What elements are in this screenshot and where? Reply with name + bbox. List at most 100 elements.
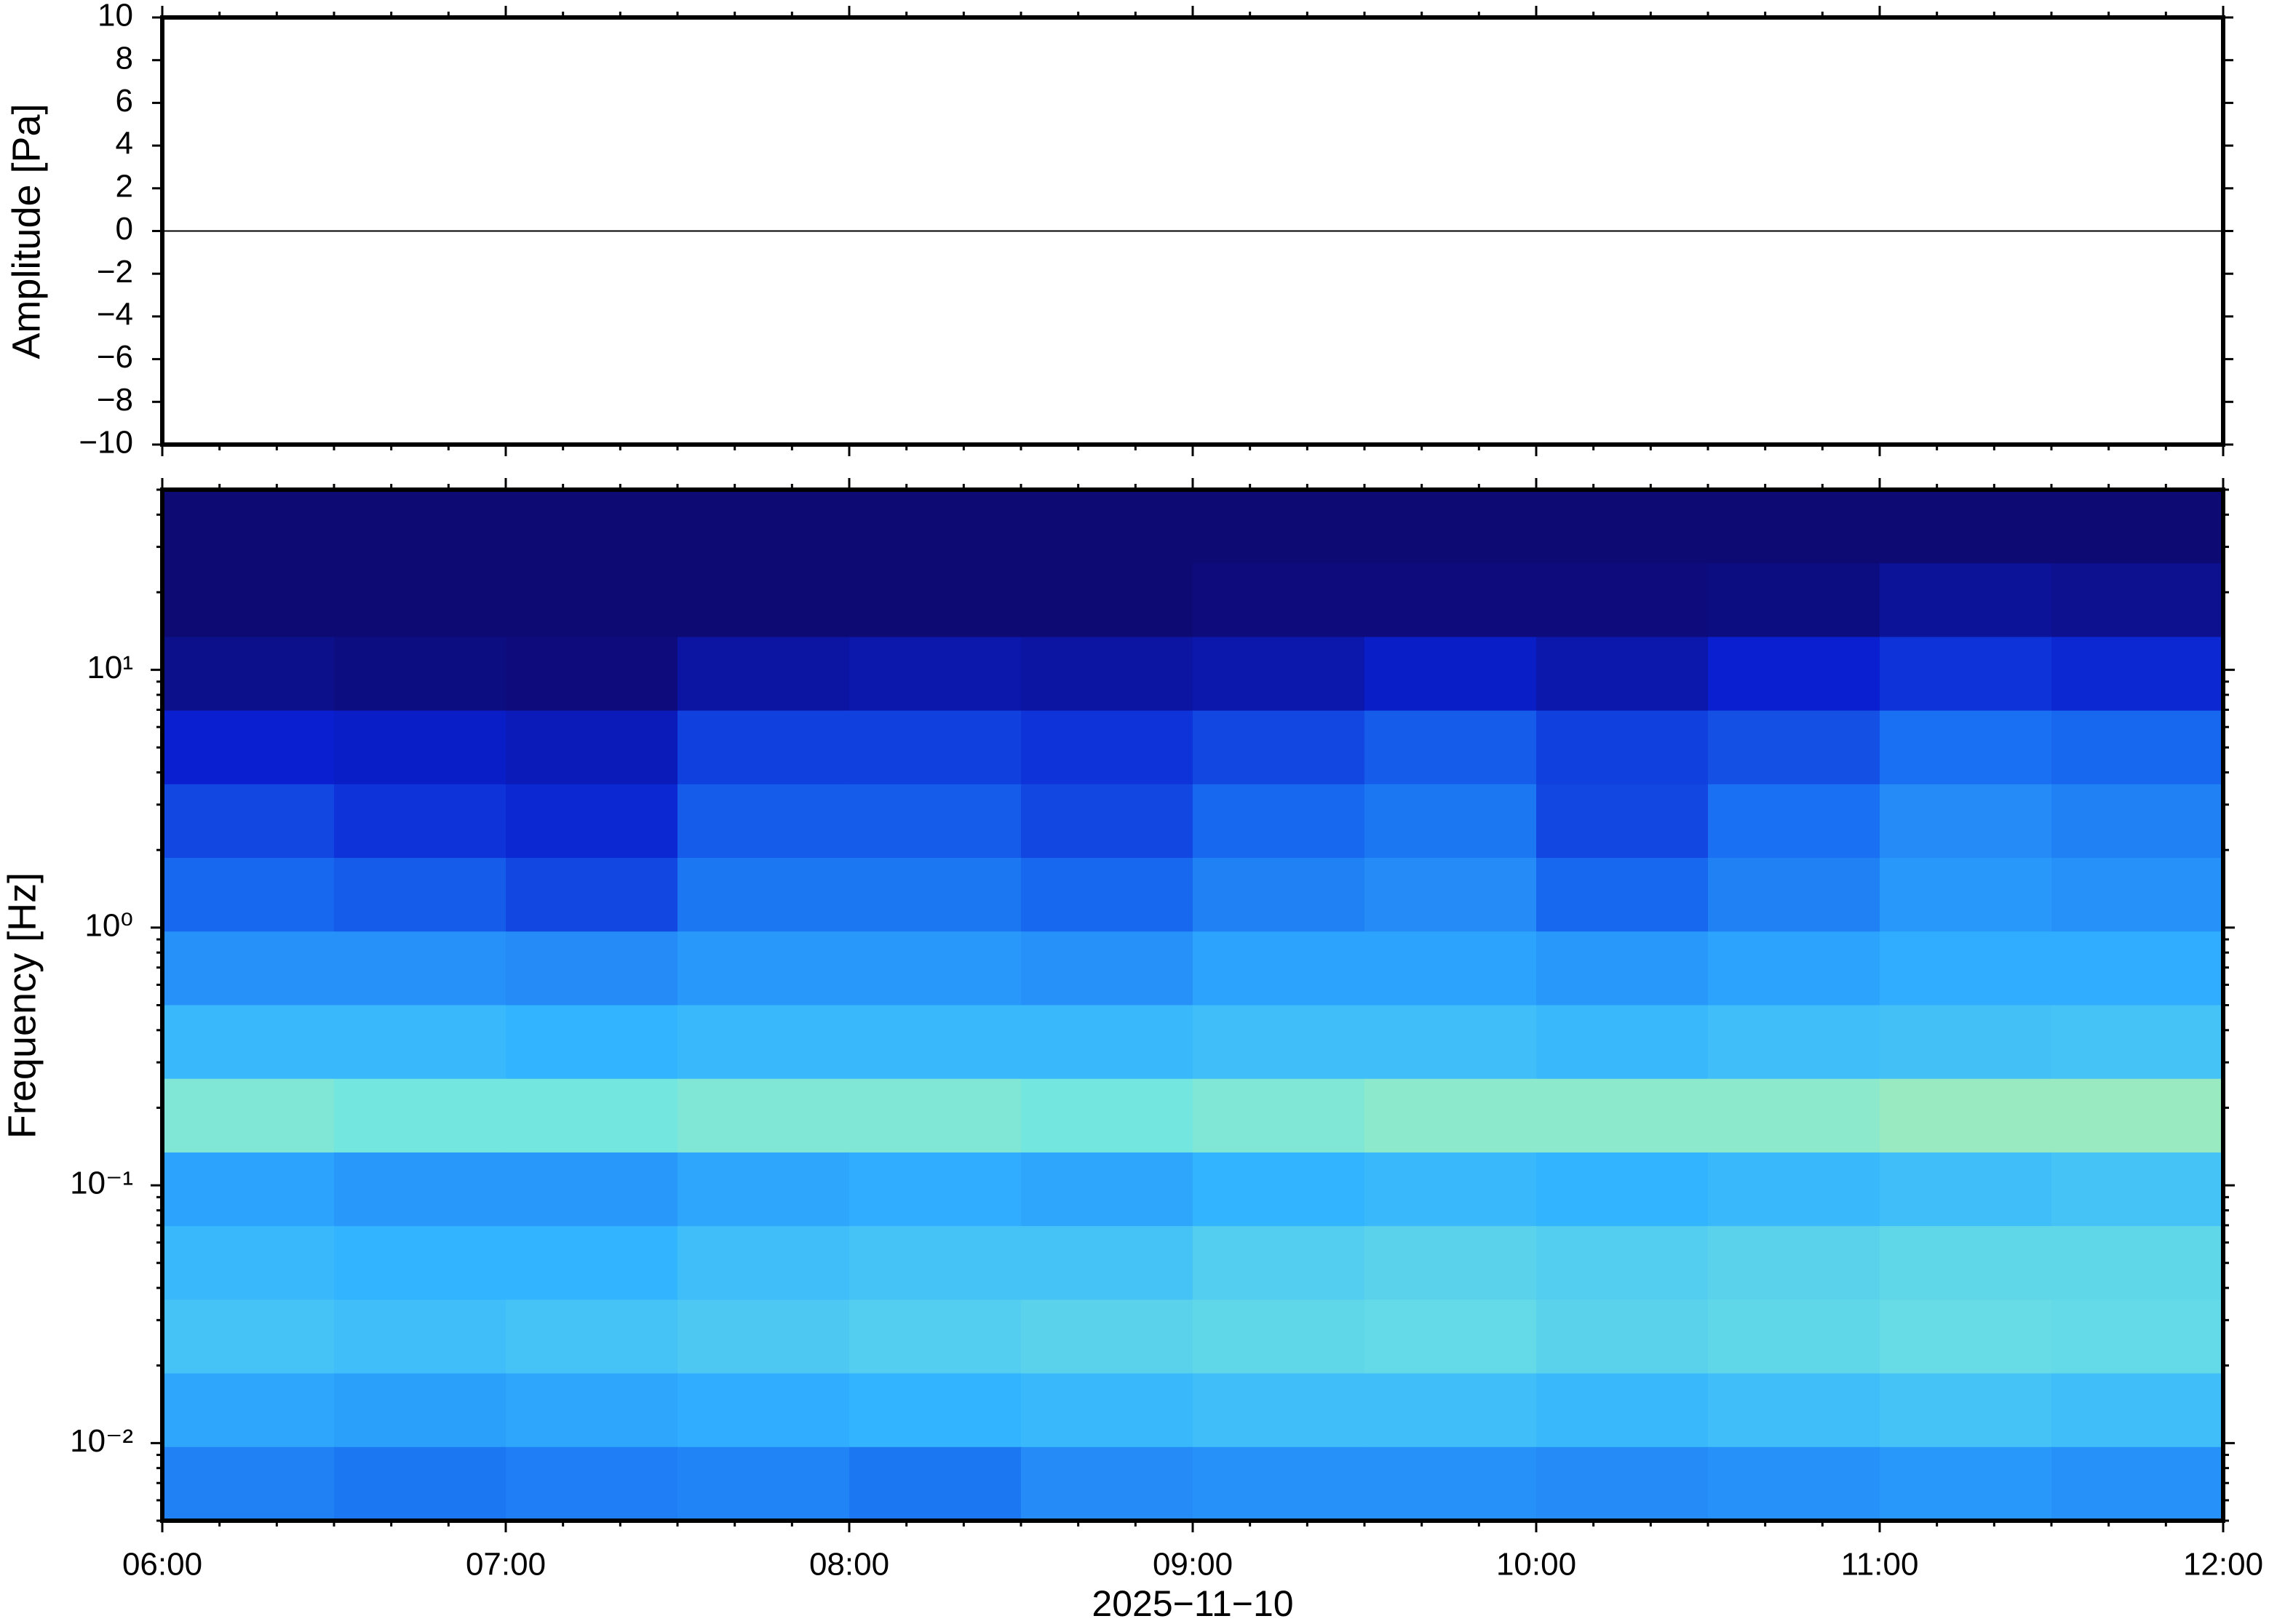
spectrogram-cell bbox=[1193, 858, 1365, 933]
y-tick-label: 2 bbox=[116, 168, 133, 204]
spectrogram-cell bbox=[849, 1152, 1022, 1227]
spectrogram-cell bbox=[334, 637, 506, 712]
spectrogram-cell bbox=[1708, 1226, 1880, 1301]
spectrogram-cell bbox=[162, 1299, 335, 1374]
spectrogram-cell bbox=[334, 710, 506, 785]
spectrogram-cell bbox=[1193, 784, 1365, 859]
spectrogram-cell bbox=[1021, 1078, 1193, 1153]
spectrogram-cell bbox=[1364, 710, 1537, 785]
spectrogram-cell bbox=[1536, 1078, 1709, 1153]
spectrogram-cell bbox=[1536, 490, 1709, 565]
spectrogram-cell bbox=[506, 1226, 678, 1301]
y-axis-label: Amplitude [Pa] bbox=[4, 103, 48, 359]
spectrogram-cell bbox=[1364, 637, 1537, 712]
spectrogram-cell bbox=[1880, 1446, 2052, 1521]
spectrogram-cell bbox=[1364, 784, 1537, 859]
spectrogram-cell bbox=[1536, 637, 1709, 712]
spectrogram-cell bbox=[1021, 784, 1193, 859]
spectrogram-cell bbox=[334, 1152, 506, 1227]
spectrogram-cell bbox=[1708, 931, 1880, 1006]
x-axis-label: 2025−11−10 bbox=[1092, 1583, 1293, 1624]
spectrogram-cell bbox=[1536, 1152, 1709, 1227]
spectrogram-cell bbox=[1193, 490, 1365, 565]
spectrogram-cell bbox=[1021, 931, 1193, 1006]
spectrogram-cell bbox=[2051, 931, 2224, 1006]
spectrogram-cell bbox=[1364, 1226, 1537, 1301]
spectrogram-cell bbox=[1021, 563, 1193, 638]
spectrogram-cell bbox=[162, 931, 335, 1006]
spectrogram-cell bbox=[334, 1373, 506, 1448]
spectrogram-cell bbox=[1021, 1373, 1193, 1448]
spectrogram-cell bbox=[506, 858, 678, 933]
spectrogram-cell bbox=[1880, 1152, 2052, 1227]
spectrogram-cell bbox=[506, 1299, 678, 1374]
spectrogram-cell bbox=[1880, 1078, 2052, 1153]
spectrogram-cell bbox=[506, 1373, 678, 1448]
spectrogram-cell bbox=[1364, 1299, 1537, 1374]
spectrogram-cell bbox=[2051, 490, 2224, 565]
spectrogram-cell bbox=[162, 637, 335, 712]
spectrogram-cell bbox=[1536, 931, 1709, 1006]
spectrogram-cell bbox=[849, 490, 1022, 565]
spectrogram-cell bbox=[334, 563, 506, 638]
spectrogram-cell bbox=[1708, 858, 1880, 933]
spectrogram-cell bbox=[1193, 710, 1365, 785]
y-tick-label: 10⁰ bbox=[84, 907, 133, 943]
spectrogram-cell bbox=[506, 931, 678, 1006]
spectrogram-cell bbox=[1364, 1446, 1537, 1521]
spectrogram-cell bbox=[677, 1446, 850, 1521]
spectrogram-cell bbox=[849, 563, 1022, 638]
spectrogram-cell bbox=[849, 1373, 1022, 1448]
spectrogram-cell bbox=[677, 1373, 850, 1448]
spectrogram-cell bbox=[1880, 784, 2052, 859]
x-tick-label: 09:00 bbox=[1153, 1547, 1233, 1583]
spectrogram-cell bbox=[162, 784, 335, 859]
y-tick-label: −2 bbox=[97, 254, 133, 290]
spectrogram-cell bbox=[1364, 490, 1537, 565]
spectrogram-cell bbox=[677, 931, 850, 1006]
y-tick-label: 10¹ bbox=[87, 650, 133, 685]
spectrogram-cell bbox=[162, 1446, 335, 1521]
spectrogram-cell bbox=[1880, 931, 2052, 1006]
spectrogram-cell bbox=[1708, 1446, 1880, 1521]
spectrogram-cell bbox=[1536, 1005, 1709, 1080]
spectrogram-cell bbox=[1536, 710, 1709, 785]
y-tick-label: −4 bbox=[97, 297, 133, 333]
spectrogram-cell bbox=[1021, 637, 1193, 712]
spectrogram-cell bbox=[1193, 637, 1365, 712]
spectrogram-cell bbox=[1364, 931, 1537, 1006]
spectrogram-cell bbox=[162, 1078, 335, 1153]
spectrogram-cell bbox=[1880, 637, 2052, 712]
spectrogram-cell bbox=[1536, 784, 1709, 859]
spectrogram-cell bbox=[2051, 1446, 2224, 1521]
spectrogram-cell bbox=[677, 1299, 850, 1374]
panel-frame bbox=[160, 15, 2225, 447]
spectrogram-cell bbox=[1364, 563, 1537, 638]
spectrogram-cell bbox=[2051, 1226, 2224, 1301]
spectrogram-cell bbox=[506, 563, 678, 638]
spectrogram-cell bbox=[849, 1078, 1022, 1153]
spectrogram-cell bbox=[677, 563, 850, 638]
y-axis-label: Frequency [Hz] bbox=[0, 872, 44, 1139]
spectrogram-cell bbox=[2051, 1005, 2224, 1080]
y-tick-label: −10 bbox=[79, 425, 133, 461]
spectrogram-cell bbox=[162, 710, 335, 785]
spectrogram-cell bbox=[1880, 1005, 2052, 1080]
spectrogram-cell bbox=[334, 1446, 506, 1521]
spectrogram-cell bbox=[2051, 637, 2224, 712]
spectrogram-cell bbox=[1021, 1446, 1193, 1521]
spectrogram-cell bbox=[849, 637, 1022, 712]
spectrogram-cell bbox=[1193, 1152, 1365, 1227]
spectrogram-cell bbox=[1536, 1226, 1709, 1301]
spectrogram-cell bbox=[334, 784, 506, 859]
spectrogram-cell bbox=[506, 784, 678, 859]
spectrogram-cell bbox=[677, 490, 850, 565]
spectrogram-cell bbox=[162, 1373, 335, 1448]
spectrogram-cell bbox=[2051, 1373, 2224, 1448]
spectrogram-cell bbox=[677, 710, 850, 785]
spectrogram-cell bbox=[1880, 710, 2052, 785]
spectrogram-cell bbox=[1193, 1299, 1365, 1374]
spectrogram-cell bbox=[334, 1005, 506, 1080]
spectrogram-cell bbox=[1536, 1446, 1709, 1521]
